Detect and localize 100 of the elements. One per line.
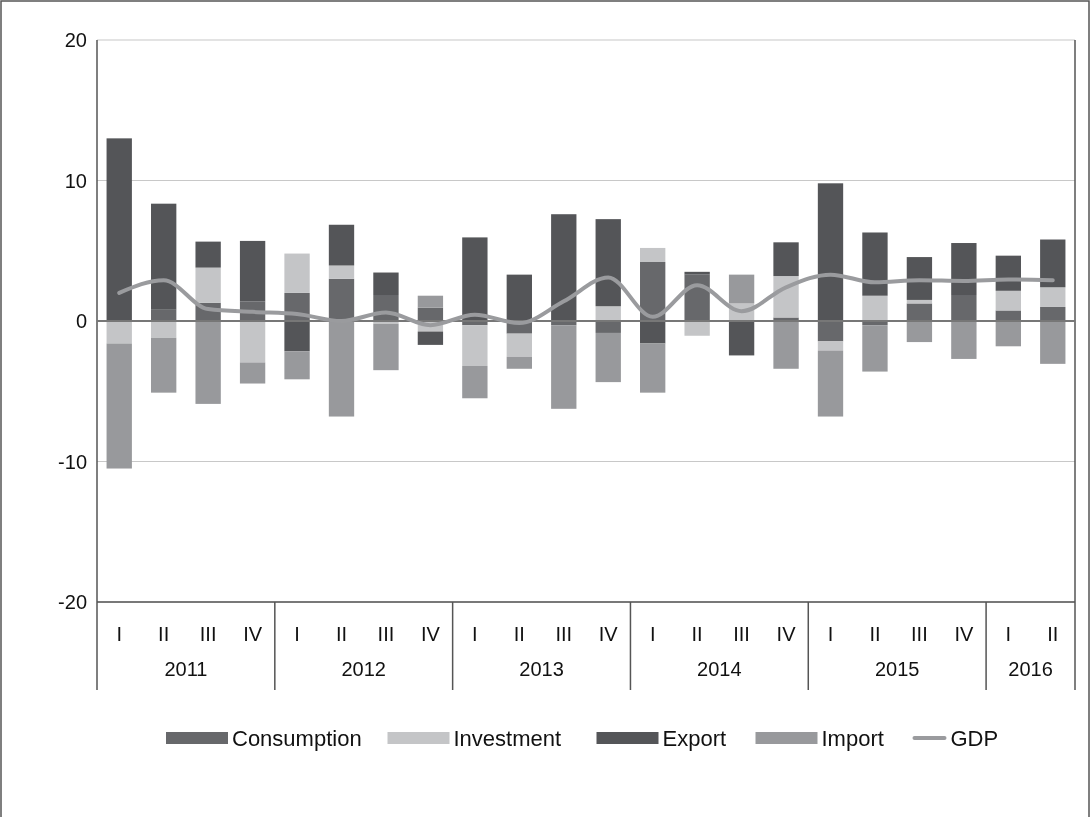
bar <box>284 253 310 293</box>
bar <box>817 321 844 342</box>
x-tick-label: II <box>335 623 348 645</box>
bar <box>284 321 310 352</box>
x-tick-label: III <box>911 623 928 645</box>
legend-label: Consumption <box>232 725 362 751</box>
bar <box>906 257 933 300</box>
bar <box>284 351 310 380</box>
x-tick-label: II <box>1047 623 1059 645</box>
bar <box>462 325 488 366</box>
bar <box>239 362 266 384</box>
bar <box>862 295 888 321</box>
legend-label: Export <box>662 725 727 751</box>
bar <box>595 332 621 383</box>
bar <box>595 219 621 307</box>
text: 2013 <box>519 658 564 680</box>
bar <box>862 325 888 372</box>
bar <box>817 183 844 321</box>
bar <box>151 203 177 310</box>
bar <box>595 306 621 321</box>
bar <box>106 138 132 321</box>
y-tick-label: 10 <box>64 169 87 192</box>
bar <box>995 310 1021 321</box>
bar <box>1040 321 1066 364</box>
bar <box>906 321 933 343</box>
bar <box>106 321 132 344</box>
bar <box>995 321 1021 347</box>
bar <box>506 356 532 369</box>
y-tick-label: 0 <box>75 310 87 332</box>
x-tick-label: III <box>377 623 395 645</box>
bar <box>951 243 977 296</box>
bar <box>373 272 399 296</box>
x-tick-label: IV <box>598 623 619 645</box>
bar <box>239 240 266 302</box>
text: 2014 <box>697 658 742 680</box>
bar <box>817 350 844 417</box>
bar <box>773 321 799 369</box>
y-tick-label: -20 <box>58 591 87 613</box>
bar <box>462 365 488 399</box>
bar <box>373 323 399 371</box>
bar <box>684 271 710 275</box>
text: 2015 <box>874 658 920 680</box>
x-tick-label: II <box>691 623 703 645</box>
bar <box>462 237 488 321</box>
x-tick-label: I <box>827 623 834 645</box>
bar <box>506 274 532 321</box>
x-tick-label: II <box>869 623 881 645</box>
bar <box>106 343 132 469</box>
bar <box>862 232 888 296</box>
x-tick-label: I <box>472 623 478 645</box>
legend-label: GDP <box>950 725 999 751</box>
x-tick-label: III <box>733 623 750 645</box>
bar <box>551 325 577 409</box>
x-tick-label: I <box>1005 623 1012 645</box>
bar <box>728 321 755 356</box>
bar <box>328 278 355 321</box>
bar <box>151 321 177 338</box>
bar <box>328 265 355 279</box>
bar <box>773 242 799 277</box>
bar <box>1040 306 1066 321</box>
bar <box>239 321 266 363</box>
bar <box>640 321 666 344</box>
bar <box>1040 287 1066 307</box>
bar <box>640 343 666 393</box>
x-tick-label: I <box>116 623 123 645</box>
x-tick-label: IV <box>776 623 797 645</box>
bar <box>195 321 221 404</box>
bar <box>595 321 621 333</box>
bar <box>417 331 444 345</box>
text: 2011 <box>164 658 208 680</box>
x-tick-label: IV <box>954 623 974 645</box>
bar <box>951 321 977 359</box>
bar <box>951 295 977 321</box>
bar <box>195 267 221 303</box>
x-tick-label: IV <box>243 623 263 645</box>
legend-label: Import <box>821 725 884 751</box>
bar <box>684 274 710 321</box>
bar <box>640 247 666 262</box>
bar <box>1040 239 1066 288</box>
bar <box>684 321 710 336</box>
bar <box>328 224 355 266</box>
bar <box>817 341 844 351</box>
bar <box>906 303 933 321</box>
text: 2012 <box>341 658 386 680</box>
legend-label: Investment <box>453 725 562 751</box>
bar <box>506 333 532 357</box>
x-tick-label: I <box>649 623 656 645</box>
y-tick-label: -10 <box>58 450 87 473</box>
x-tick-label: I <box>294 623 300 645</box>
y-tick-label: 20 <box>64 29 87 51</box>
x-tick-label: II <box>513 623 525 645</box>
bar <box>195 241 221 268</box>
x-tick-label: III <box>199 623 217 645</box>
text: 2016 <box>1008 658 1053 680</box>
x-tick-label: II <box>158 623 170 645</box>
bar <box>995 290 1021 311</box>
bar <box>151 337 177 393</box>
x-tick-label: III <box>555 623 573 645</box>
x-tick-label: IV <box>420 623 441 645</box>
bar <box>417 295 444 308</box>
